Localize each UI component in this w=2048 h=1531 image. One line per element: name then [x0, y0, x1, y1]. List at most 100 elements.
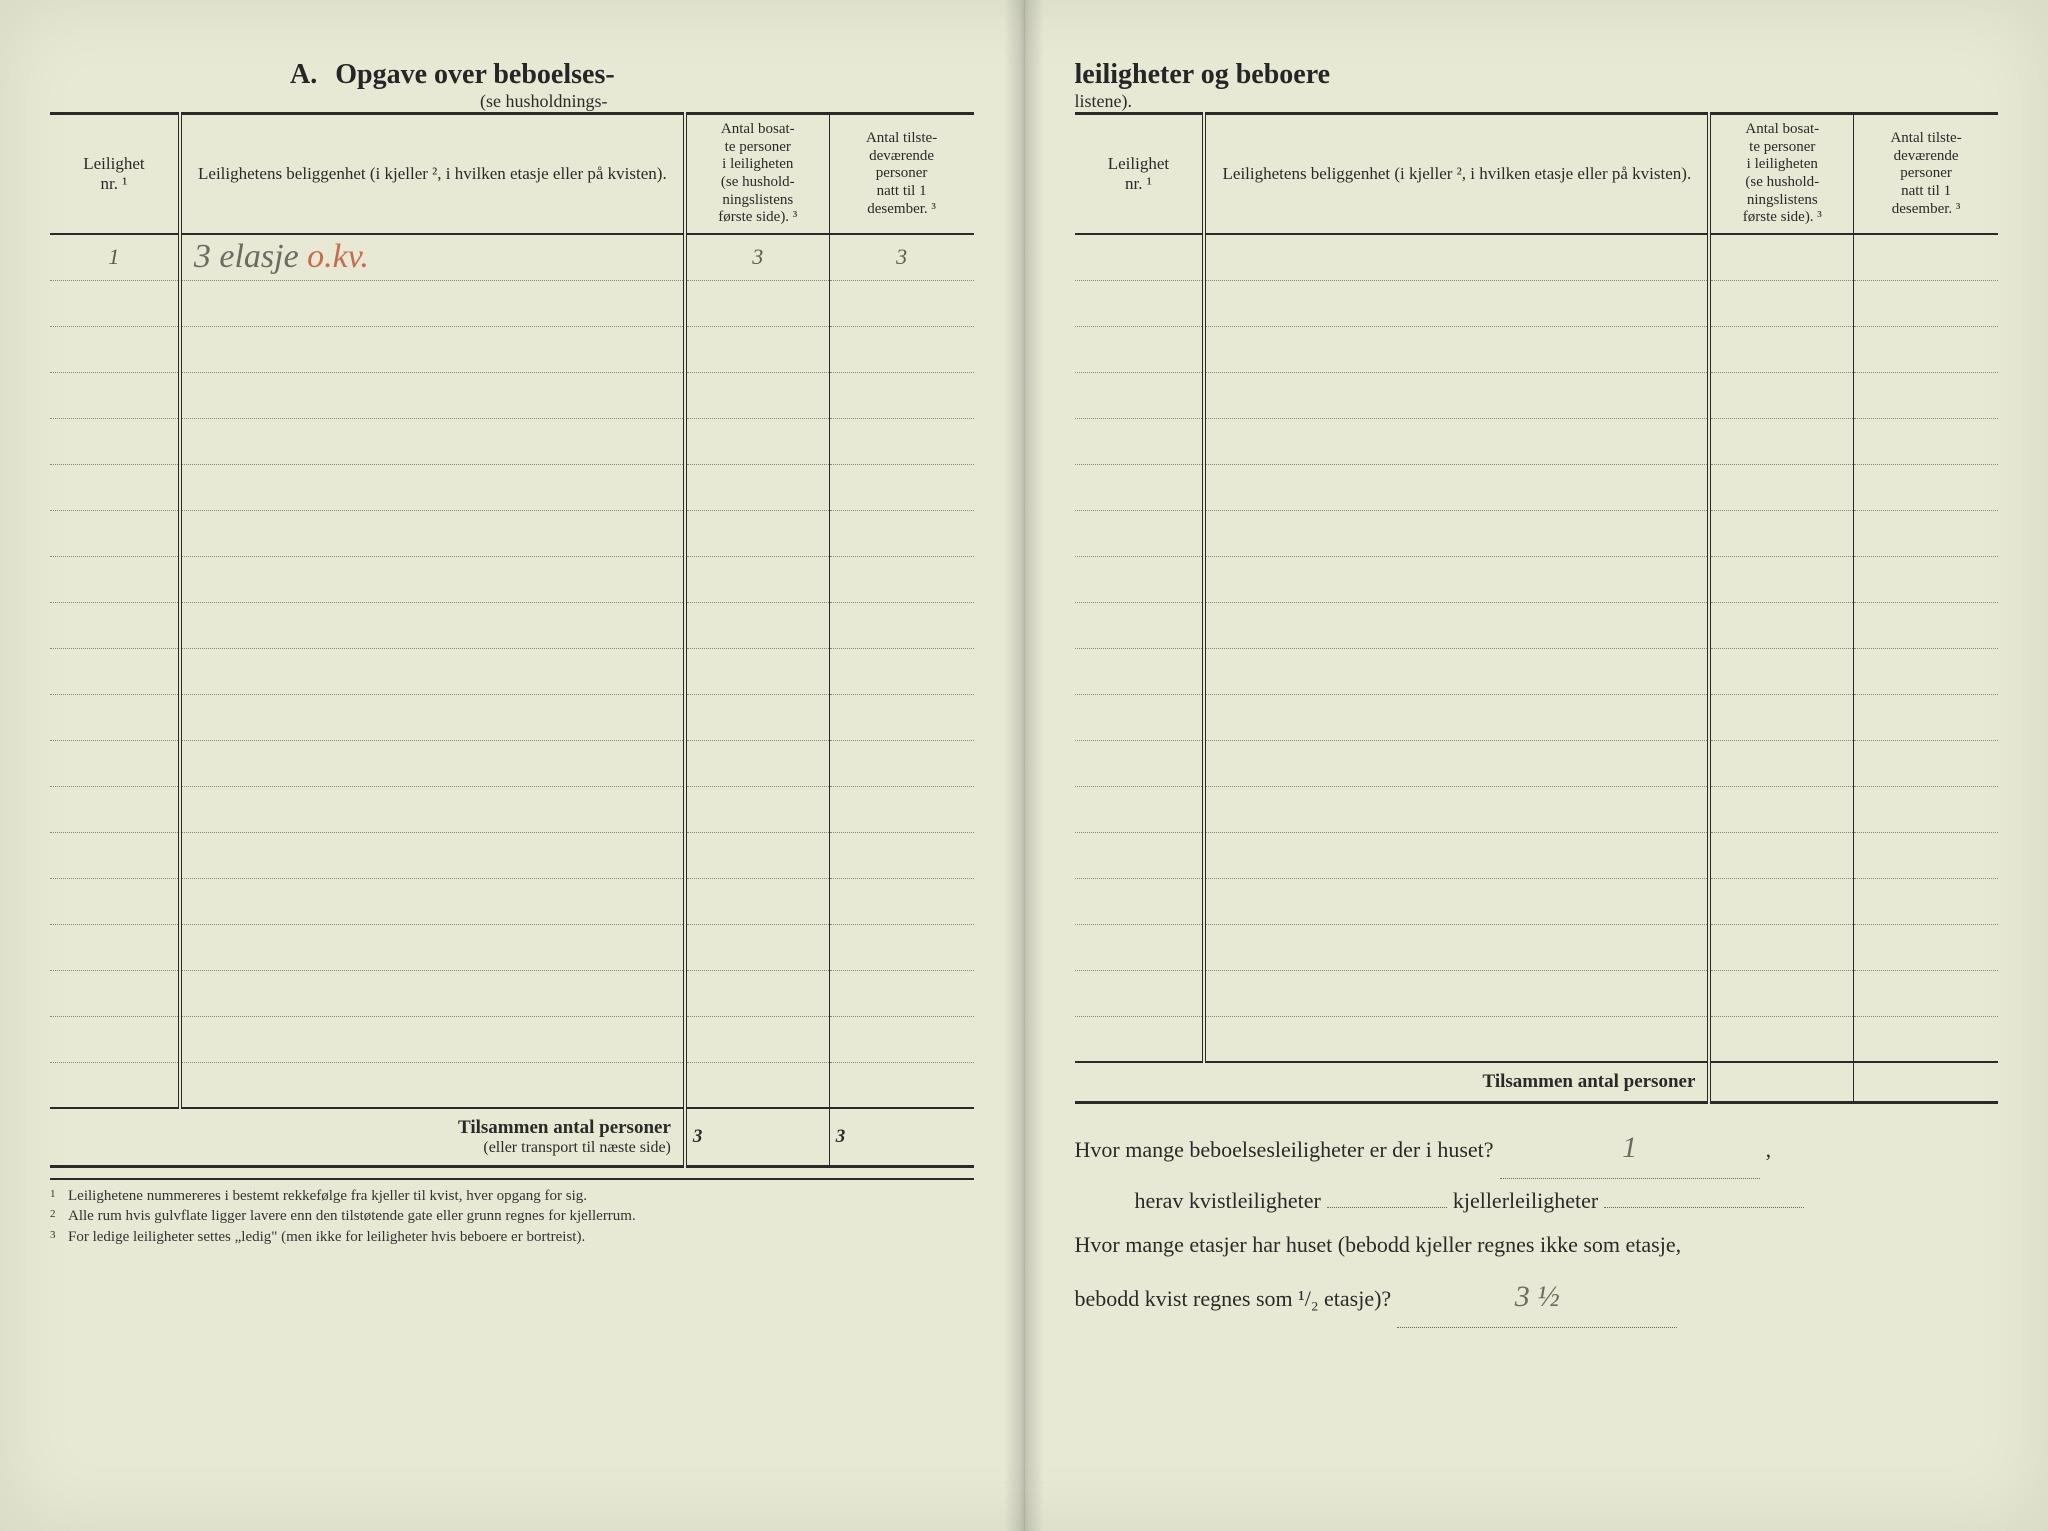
cell-empty: [1854, 510, 1998, 556]
table-row: [50, 786, 974, 832]
right-sum-label: Tilsammen antal personer: [1075, 1062, 1710, 1103]
cell-empty: [1204, 648, 1709, 694]
cell-empty: [1204, 740, 1709, 786]
q2b-text: kjellerleiligheter: [1453, 1179, 1598, 1223]
cell-empty: [1854, 234, 1998, 280]
cell-nr: [50, 648, 180, 694]
q2a-value: [1327, 1207, 1447, 1208]
left-table: Leilighet nr. ¹ Leilighetens beliggenhet…: [50, 112, 974, 1168]
cell-loc: [180, 372, 685, 418]
left-footer-tilstede: 3: [829, 1108, 973, 1167]
cell-tilstede: [829, 648, 973, 694]
table-row: [50, 418, 974, 464]
title-sub-left: (se husholdnings-: [480, 91, 974, 112]
table-row: [1075, 832, 1999, 878]
cell-empty: [1709, 694, 1853, 740]
col-header-loc: Leilighetens beliggenhet (i kjeller ², i…: [180, 114, 685, 235]
cell-loc: [180, 556, 685, 602]
table-row: 13 elasje o.kv.33: [50, 234, 974, 280]
fn-num-3: 3: [50, 1228, 60, 1248]
q3-text-1: Hvor mange etasjer har huset (bebodd kje…: [1075, 1223, 1682, 1267]
title-main: Opgave over beboelses-: [335, 59, 614, 91]
questions-block: Hvor mange beboelsesleiligheter er der i…: [1075, 1118, 1999, 1328]
cell-empty: [1854, 832, 1998, 878]
table-row: [50, 280, 974, 326]
cell-tilstede: 3: [829, 234, 973, 280]
cell-empty: [1709, 786, 1853, 832]
cell-bosatte: [685, 602, 829, 648]
table-row: [50, 970, 974, 1016]
cell-nr: [50, 326, 180, 372]
cell-empty: [1075, 418, 1205, 464]
cell-empty: [1204, 602, 1709, 648]
cell-bosatte: [685, 556, 829, 602]
cell-nr: [50, 418, 180, 464]
cell-tilstede: [829, 326, 973, 372]
table-row: [1075, 786, 1999, 832]
right-table: Leilighet nr. ¹ Leilighetens beliggenhet…: [1075, 112, 1999, 1104]
cell-empty: [1075, 740, 1205, 786]
cell-bosatte: [685, 648, 829, 694]
cell-nr: [50, 970, 180, 1016]
table-row: [1075, 326, 1999, 372]
table-row: [50, 924, 974, 970]
cell-empty: [1204, 372, 1709, 418]
cell-empty: [1709, 832, 1853, 878]
cell-empty: [1854, 648, 1998, 694]
table-row: [50, 740, 974, 786]
cell-empty: [1204, 464, 1709, 510]
cell-empty: [1204, 786, 1709, 832]
cell-bosatte: 3: [685, 234, 829, 280]
col-header-bosatte: Antal bosat- te personer i leiligheten (…: [685, 114, 829, 235]
cell-empty: [1854, 694, 1998, 740]
cell-nr: [50, 1062, 180, 1108]
q1-value: 1: [1500, 1118, 1760, 1179]
cell-tilstede: [829, 464, 973, 510]
cell-bosatte: [685, 924, 829, 970]
footnotes: 1Leilighetene nummereres i bestemt rekke…: [50, 1178, 974, 1247]
cell-tilstede: [829, 970, 973, 1016]
cell-empty: [1204, 694, 1709, 740]
cell-loc: [180, 924, 685, 970]
cell-tilstede: [829, 372, 973, 418]
cell-empty: [1204, 234, 1709, 280]
left-page: A. Opgave over beboelses- (se husholdnin…: [0, 0, 1025, 1531]
cell-loc: [180, 1062, 685, 1108]
cell-nr: [50, 694, 180, 740]
table-row: [1075, 602, 1999, 648]
col-header-nr: Leilighet nr. ¹: [50, 114, 180, 235]
cell-bosatte: [685, 878, 829, 924]
document-spread: A. Opgave over beboelses- (se husholdnin…: [0, 0, 2048, 1531]
table-row: [1075, 878, 1999, 924]
cell-nr: [50, 786, 180, 832]
cell-tilstede: [829, 878, 973, 924]
cell-tilstede: [829, 418, 973, 464]
cell-empty: [1854, 970, 1998, 1016]
cell-empty: [1075, 556, 1205, 602]
cell-tilstede: [829, 786, 973, 832]
cell-empty: [1075, 786, 1205, 832]
cell-empty: [1075, 648, 1205, 694]
cell-empty: [1854, 1016, 1998, 1062]
cell-empty: [1204, 418, 1709, 464]
cell-empty: [1075, 326, 1205, 372]
table-row: [50, 372, 974, 418]
cell-empty: [1075, 602, 1205, 648]
cell-nr: [50, 372, 180, 418]
cell-empty: [1075, 372, 1205, 418]
cell-empty: [1709, 418, 1853, 464]
right-page: leiligheter og beboere listene). Leiligh…: [1025, 0, 2048, 1531]
cell-empty: [1854, 280, 1998, 326]
cell-bosatte: [685, 418, 829, 464]
table-row: [1075, 510, 1999, 556]
cell-loc: [180, 1016, 685, 1062]
cell-empty: [1075, 234, 1205, 280]
cell-empty: [1075, 970, 1205, 1016]
cell-tilstede: [829, 556, 973, 602]
cell-empty: [1075, 510, 1205, 556]
table-row: [1075, 924, 1999, 970]
cell-nr: [50, 602, 180, 648]
cell-empty: [1709, 1016, 1853, 1062]
cell-empty: [1709, 556, 1853, 602]
table-row: [1075, 372, 1999, 418]
